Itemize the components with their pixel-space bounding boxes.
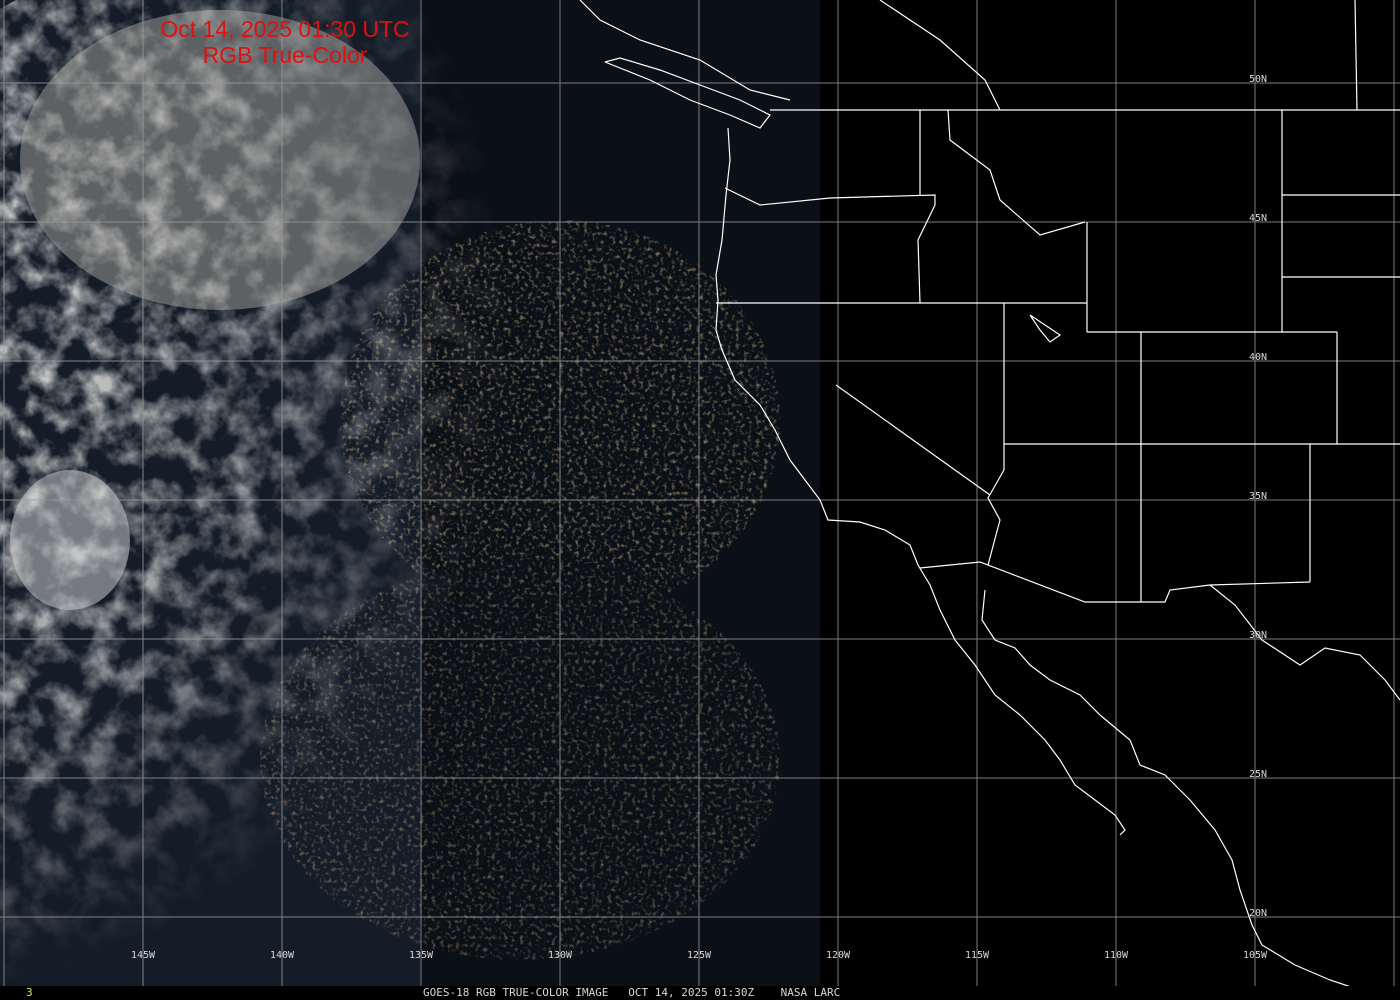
latitude-label: 25N	[1249, 769, 1268, 780]
longitude-label: 145W	[131, 950, 156, 961]
longitude-label: 120W	[826, 950, 851, 961]
latitude-label: 40N	[1249, 352, 1268, 363]
canada-coast	[579, 0, 791, 101]
latitude-label: 35N	[1249, 491, 1268, 502]
footer-bar: 3 GOES-18 RGB TRUE-COLOR IMAGE OCT 14, 2…	[0, 986, 1400, 1000]
longitude-label: 115W	[965, 950, 990, 961]
footer-caption: GOES-18 RGB TRUE-COLOR IMAGE OCT 14, 202…	[423, 986, 841, 999]
latitude-label: 50N	[1249, 74, 1268, 85]
frame-number: 3	[26, 986, 33, 999]
longitude-label: 135W	[409, 950, 434, 961]
longitude-label: 130W	[548, 950, 573, 961]
latitude-label: 20N	[1249, 908, 1268, 919]
wa-or-border	[724, 187, 936, 304]
product-name: RGB True-Color	[202, 42, 368, 68]
gulf-of-california-coast	[981, 589, 1361, 991]
longitude-label: 125W	[687, 950, 712, 961]
latitude-label: 30N	[1249, 630, 1268, 641]
latitude-label: 45N	[1249, 213, 1268, 224]
longitude-label: 105W	[1243, 950, 1268, 961]
coastlines-and-borders	[579, 0, 1400, 991]
longitude-label: 110W	[1104, 950, 1129, 961]
image-timestamp: Oct 14, 2025 01:30 UTC	[160, 16, 410, 42]
pacific-coastline	[715, 127, 1126, 836]
ca-nv-border	[835, 384, 991, 496]
longitude-label: 140W	[270, 950, 295, 961]
vancouver-island	[604, 57, 771, 129]
mexico-coast	[1209, 584, 1400, 701]
